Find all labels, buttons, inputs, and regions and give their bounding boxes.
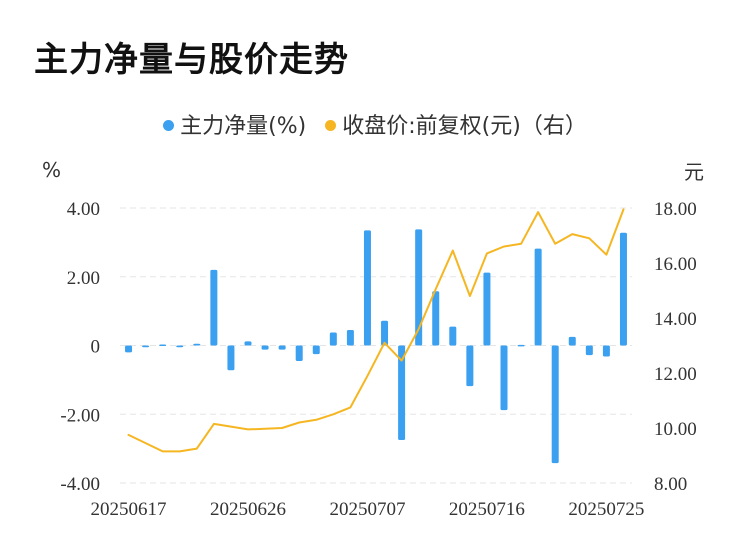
bar-net-flow [415,229,423,346]
legend-item-close-price[interactable]: 收盘价:前复权(元)（右） [325,108,587,140]
bar-net-flow [619,232,627,346]
bar-net-flow [295,345,303,361]
bar-net-flow [449,326,457,346]
y-right-tick-label: 16.00 [654,254,697,275]
legend-item-net-flow[interactable]: 主力净量(%) [163,108,306,140]
y-left-tick-label: -2.00 [60,405,100,426]
bar-net-flow [602,345,610,357]
bar-net-flow [363,230,371,346]
y-right-tick-label: 12.00 [654,364,697,385]
line-close-price [127,208,625,453]
y-right-tick-label: 10.00 [654,419,697,440]
bar-net-flow [329,332,337,346]
bar-net-flow [534,248,542,346]
chart-legend: 主力净量(%) 收盘价:前复权(元)（右） [0,108,750,140]
bar-net-flow [193,343,201,346]
bar-net-flow [125,345,133,353]
bar-net-flow [312,345,320,355]
legend-line-swatch [325,119,337,131]
legend-line-label: 收盘价:前复权(元)（右） [342,114,587,139]
y-left-tick-label: -4.00 [60,474,100,495]
y-left-tick-label: 0 [91,337,101,358]
bar-net-flow [551,345,559,464]
bar-net-flow [483,272,491,346]
bar-net-flow [585,345,593,356]
bar-net-flow [176,345,184,348]
x-tick-label: 20250707 [329,499,405,520]
chart-title: 主力净量与股价走势 [34,40,349,80]
bar-net-flow [568,336,576,346]
bar-net-flow [398,345,406,441]
y-left-tick-label: 4.00 [67,199,100,220]
y-right-tick-label: 18.00 [654,199,697,220]
x-tick-label: 20250617 [91,499,167,520]
x-tick-label: 20250626 [210,499,286,520]
right-axis-unit: 元 [684,160,704,184]
bar-net-flow [244,341,252,346]
bar-net-flow [500,345,508,411]
legend-bar-label: 主力净量(%) [180,114,307,139]
bar-net-flow [227,345,235,371]
y-right-tick-label: 8.00 [654,474,687,495]
bar-net-flow [432,291,440,346]
bar-net-flow [466,345,474,387]
x-tick-label: 20250716 [449,499,525,520]
y-right-tick-label: 14.00 [654,309,697,330]
bar-net-flow [142,345,150,348]
bar-net-flow [278,345,286,350]
legend-bar-swatch [163,119,175,131]
bar-net-flow [159,344,167,346]
bar-net-flow [261,345,269,350]
left-axis-unit: % [42,158,62,182]
bar-net-flow [381,320,389,346]
x-tick-label: 20250725 [568,499,644,520]
y-left-tick-label: 2.00 [67,268,100,289]
bar-net-flow [517,344,525,347]
bar-net-flow [210,269,218,346]
bar-net-flow [346,330,354,346]
